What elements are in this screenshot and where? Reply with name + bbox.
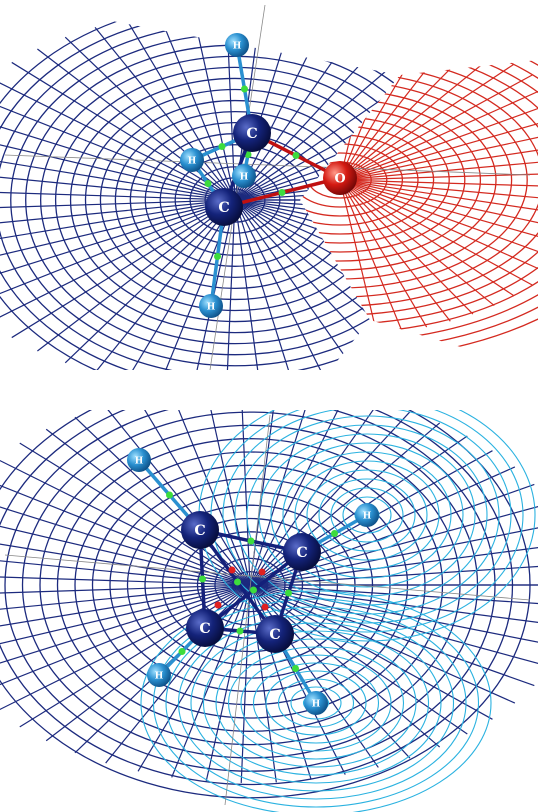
gradient-path: [340, 46, 473, 180]
gradient-path: [0, 554, 250, 585]
atom-label: H: [155, 672, 164, 682]
bond-critical-point: [292, 665, 299, 672]
bond-critical-point: [166, 492, 173, 499]
gradient-path: [340, 39, 450, 180]
atom-label: H: [312, 700, 321, 710]
atom-label: H: [233, 42, 242, 52]
gradient-path: [235, 121, 526, 200]
bond-critical-point: [214, 253, 221, 260]
bond-critical-point: [331, 530, 338, 537]
ring-critical-point: [215, 602, 222, 609]
bond-critical-point: [205, 180, 212, 187]
ring-critical-point: [262, 604, 269, 611]
gradient-path: [340, 180, 538, 260]
ring-critical-point: [259, 569, 266, 576]
ring-critical-point: [229, 567, 236, 574]
gradient-path: [235, 200, 492, 315]
atom-label: C: [269, 627, 280, 643]
bond-critical-point: [219, 143, 226, 150]
gradient-path: [241, 585, 250, 783]
gradient-path: [65, 37, 235, 200]
bond-critical-point: [293, 152, 300, 159]
gradient-path: [65, 200, 235, 363]
gradient-path: [172, 393, 250, 585]
gradient-path: [226, 200, 235, 392]
field-lines: [0, 0, 538, 812]
bond-critical-point: [199, 576, 206, 583]
gradient-path: [340, 29, 402, 180]
atom-label: H: [363, 512, 372, 522]
gradient-path: [241, 387, 250, 585]
panel-mask: [0, 380, 538, 410]
atom-label: C: [199, 621, 210, 637]
atom-label: C: [296, 545, 307, 561]
atom-label: C: [246, 126, 257, 142]
gradient-path: [235, 200, 419, 357]
gradient-path: [106, 407, 250, 585]
bond-critical-point: [241, 86, 248, 93]
gradient-path: [340, 54, 494, 180]
atom-label: O: [334, 172, 345, 187]
atom-label: H: [135, 457, 144, 467]
bond-critical-point: [285, 590, 292, 597]
atom-label: H: [207, 303, 216, 313]
gradient-paths: [340, 26, 538, 335]
gradient-path: [235, 200, 359, 377]
atom-label: H: [188, 157, 197, 167]
bond-critical-point: [179, 648, 186, 655]
atom-label: C: [218, 200, 229, 216]
gradient-path: [235, 200, 446, 344]
bond-critical-point: [234, 579, 241, 586]
atom-label: H: [240, 173, 249, 183]
gradient-path: [95, 27, 235, 200]
molecular-graph-figure: H C H H C O H H C C H C C H H: [0, 0, 538, 812]
bond-critical-point: [237, 628, 244, 635]
gradient-path: [235, 200, 538, 260]
gradient-path: [340, 64, 514, 180]
atom-label: C: [194, 523, 205, 539]
panel-mask: [0, 372, 538, 382]
gradient-paths: [0, 387, 538, 783]
bond-critical-point: [250, 587, 257, 594]
bond-critical-point: [279, 189, 286, 196]
bond-critical-point: [248, 538, 255, 545]
